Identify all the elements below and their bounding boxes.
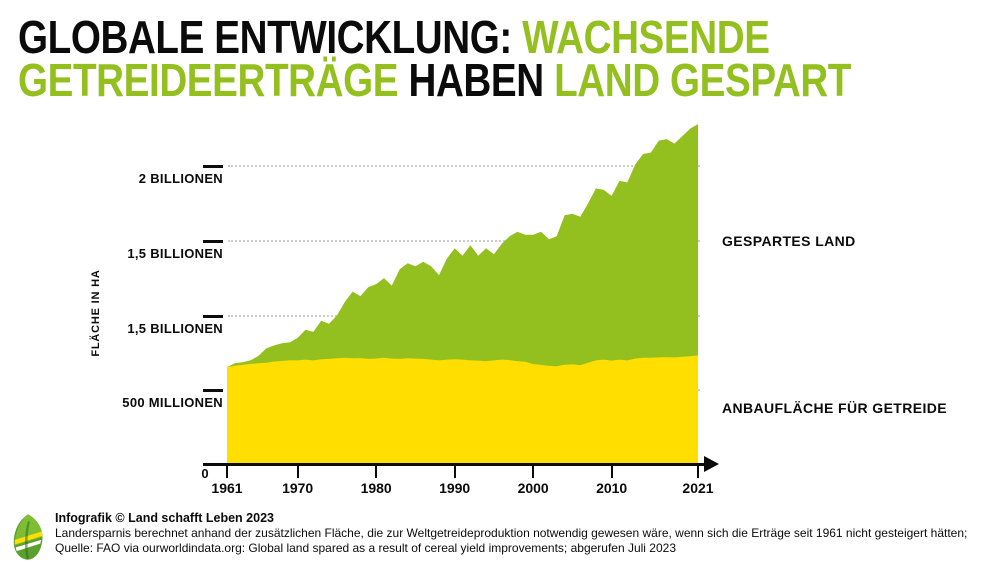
- x-axis-tick: [375, 466, 378, 478]
- land-schafft-leben-logo: [11, 513, 45, 566]
- label-gespartes-land: GESPARTES LAND: [722, 233, 856, 249]
- footer-credit: Infografik © Land schafft Leben 2023: [55, 511, 274, 525]
- page-title: GLOBALE ENTWICKLUNG: WACHSENDE GETREIDEE…: [18, 14, 851, 103]
- title-segment-green: GETREIDEERTRÄGE: [18, 54, 399, 106]
- title-segment-black: HABEN: [408, 54, 544, 106]
- x-axis-arrow-icon: [704, 456, 719, 472]
- y-axis-tick: [203, 314, 223, 318]
- x-axis-tick: [610, 466, 613, 478]
- gridline: [228, 239, 700, 242]
- y-axis-tick: [203, 239, 223, 243]
- leaf-icon: [13, 514, 43, 560]
- area-anbauflaeche-getreide: [227, 355, 698, 465]
- y-axis-tick-label: 1,5 BILLIONEN: [127, 245, 223, 261]
- footer-methodology: Landersparnis berechnet anhand der zusät…: [55, 526, 968, 540]
- x-axis-tick: [296, 466, 299, 478]
- origin-label: 0: [201, 466, 209, 481]
- y-axis-title: FLÄCHE IN HA: [90, 269, 102, 357]
- title-line-2: GETREIDEERTRÄGE HABEN LAND GESPART: [18, 57, 851, 103]
- y-axis-tick-label: 2 BILLIONEN: [138, 171, 223, 186]
- x-axis-tick-label: 2000: [517, 480, 549, 496]
- label-anbauflaeche-getreide: ANBAUFLÄCHE FÜR GETREIDE: [722, 400, 948, 416]
- x-axis-tick-label: 1961: [211, 480, 243, 496]
- x-axis-tick: [532, 466, 535, 478]
- x-axis-tick-label: 2010: [596, 480, 628, 496]
- title-segment-black: GLOBALE ENTWICKLUNG:: [18, 11, 512, 63]
- y-axis-tick: [203, 389, 223, 393]
- title-segment-green: LAND GESPART: [554, 54, 852, 106]
- title-segment-green: WACHSENDE: [522, 11, 770, 63]
- x-axis-tick-label: 1990: [439, 480, 471, 496]
- gridline: [228, 165, 700, 167]
- footer: Infografik © Land schafft Leben 2023 Lan…: [55, 511, 967, 556]
- x-axis-tick: [697, 466, 699, 478]
- x-axis-tick-label: 1970: [282, 480, 314, 496]
- title-line-1: GLOBALE ENTWICKLUNG: WACHSENDE: [18, 14, 851, 60]
- footer-source: Quelle: FAO via ourworldindata.org: Glob…: [55, 541, 677, 555]
- x-axis-tick-label: 2021: [682, 480, 714, 496]
- stacked-area-chart: [227, 124, 698, 465]
- y-axis-tick-label: 500 MILLIONEN: [122, 395, 223, 411]
- x-axis-tick: [453, 466, 456, 478]
- x-axis-tick: [226, 466, 228, 478]
- x-axis: [203, 463, 708, 466]
- y-axis-tick-label: 1,5 BILLIONEN: [127, 320, 223, 336]
- y-axis-tick: [203, 165, 223, 168]
- x-axis-tick-label: 1980: [360, 480, 392, 496]
